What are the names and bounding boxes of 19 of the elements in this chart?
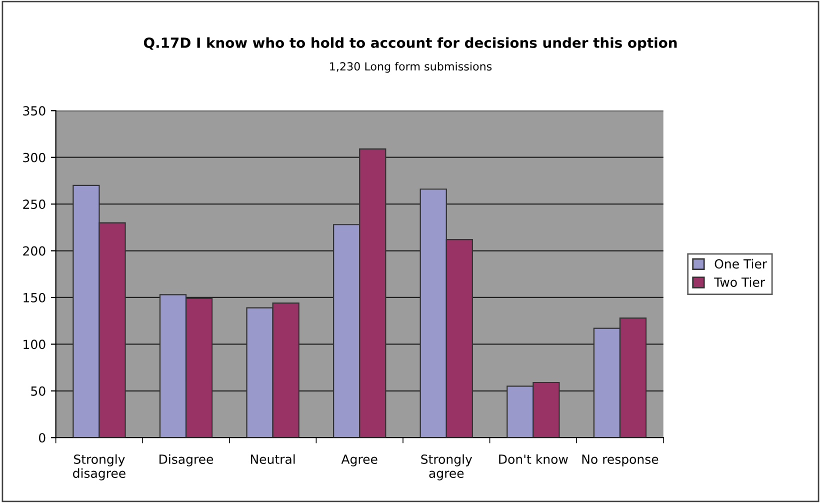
x-tick-label: Don't know: [499, 454, 568, 464]
chart-subtitle: 1,230 Long form submissions: [330, 62, 492, 73]
chart-title: Q.17D I know who to hold to account for decisions under this option: [144, 37, 677, 51]
y-tick-label: 100: [24, 340, 46, 350]
legend-label: Two Tier: [714, 277, 766, 287]
y-tick-label: 300: [23, 152, 46, 162]
y-tick-label: 250: [23, 200, 46, 209]
legend-label: One Tier: [714, 258, 768, 269]
y-tick-label: 200: [23, 246, 46, 256]
x-tick-label: Strongly agree: [421, 454, 472, 480]
x-tick-label: Disagree: [160, 454, 214, 466]
y-tick-label: 0: [38, 433, 46, 443]
x-tick-label: Agree: [341, 454, 378, 466]
y-tick-label: 150: [24, 292, 46, 302]
x-tick-label: Neutral: [250, 454, 295, 464]
y-tick-label: 50: [31, 386, 46, 396]
x-tick-label: Strongly disagree: [73, 454, 126, 480]
x-tick-label: No response: [582, 454, 658, 466]
y-tick-label: 350: [23, 106, 46, 116]
